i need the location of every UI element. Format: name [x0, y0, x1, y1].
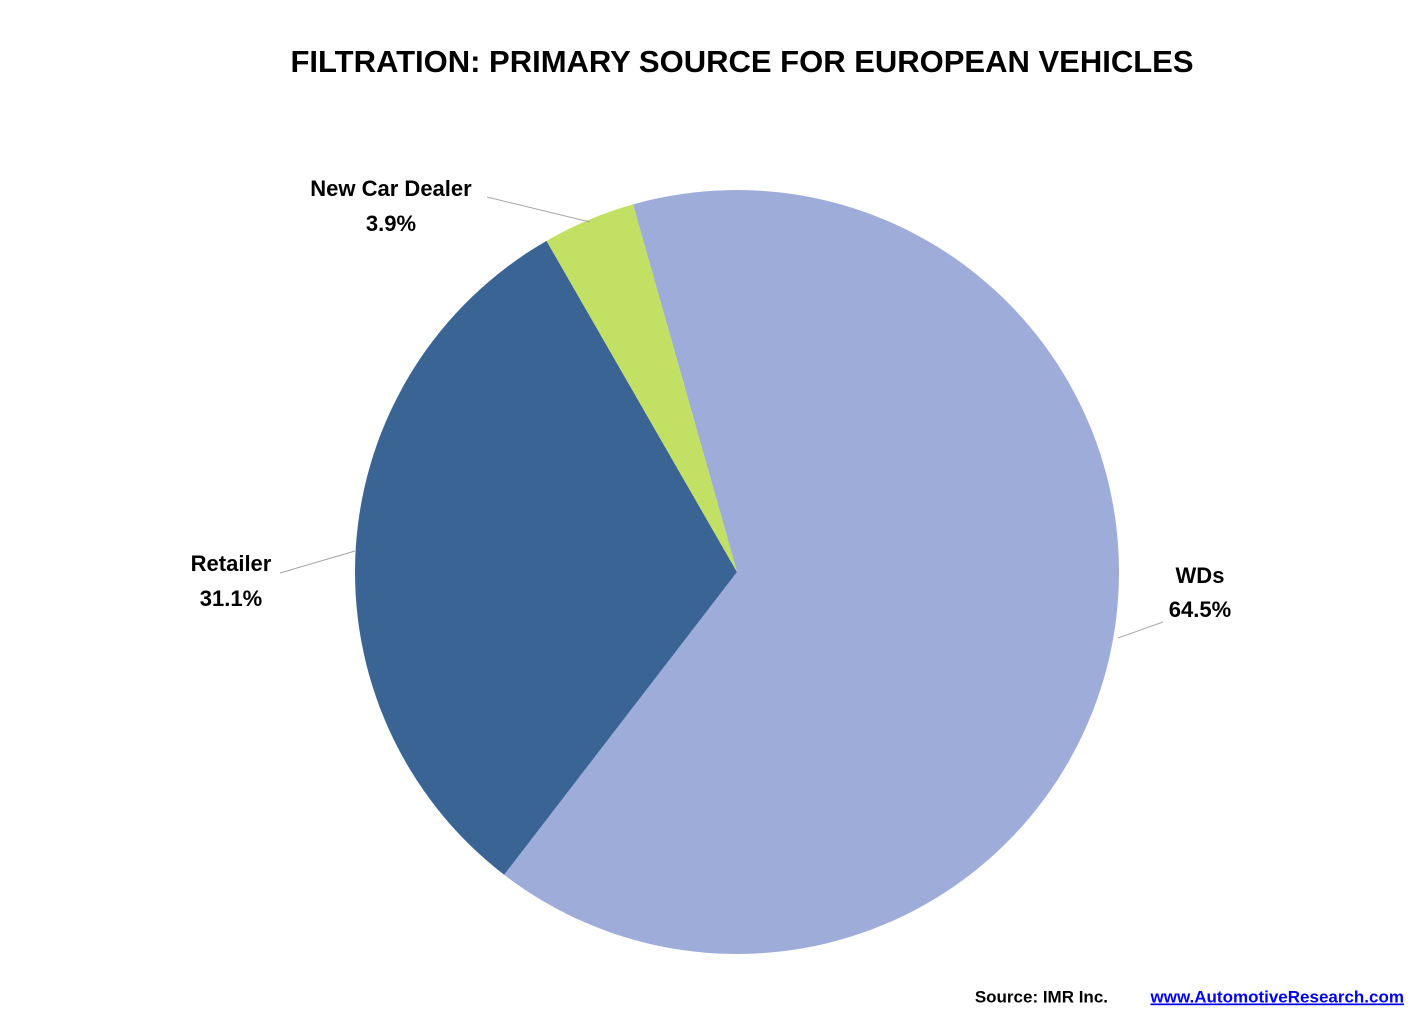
value-label: 64.5%	[1169, 597, 1231, 622]
leader-line	[486, 196, 591, 223]
slice-label: Retailer	[191, 551, 272, 576]
pie-slice	[355, 240, 737, 875]
pie-slice	[504, 190, 1120, 954]
value-label: 3.9%	[366, 211, 416, 236]
source: Source: IMR Inc.	[975, 987, 1108, 1006]
pie-slice	[546, 204, 737, 572]
leader-line	[279, 550, 356, 574]
slice-label: New Car Dealer	[310, 176, 472, 201]
value-label: 31.1%	[200, 586, 262, 611]
leader-line	[1117, 621, 1164, 639]
chart-title: FILTRATION: PRIMARY SOURCE FOR EUROPEAN …	[290, 44, 1193, 79]
source-link[interactable]: www.AutomotiveResearch.com	[1150, 987, 1405, 1006]
slice-label: WDs	[1176, 563, 1225, 588]
